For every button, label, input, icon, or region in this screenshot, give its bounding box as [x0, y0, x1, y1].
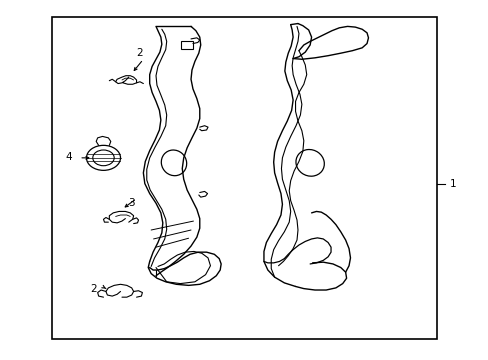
Bar — [181, 41, 193, 49]
Bar — [52, 18, 436, 339]
Text: 1: 1 — [449, 179, 456, 189]
Text: 3: 3 — [128, 198, 135, 208]
Text: 2: 2 — [136, 48, 143, 58]
Text: 4: 4 — [65, 152, 72, 162]
Text: 2: 2 — [90, 284, 97, 294]
